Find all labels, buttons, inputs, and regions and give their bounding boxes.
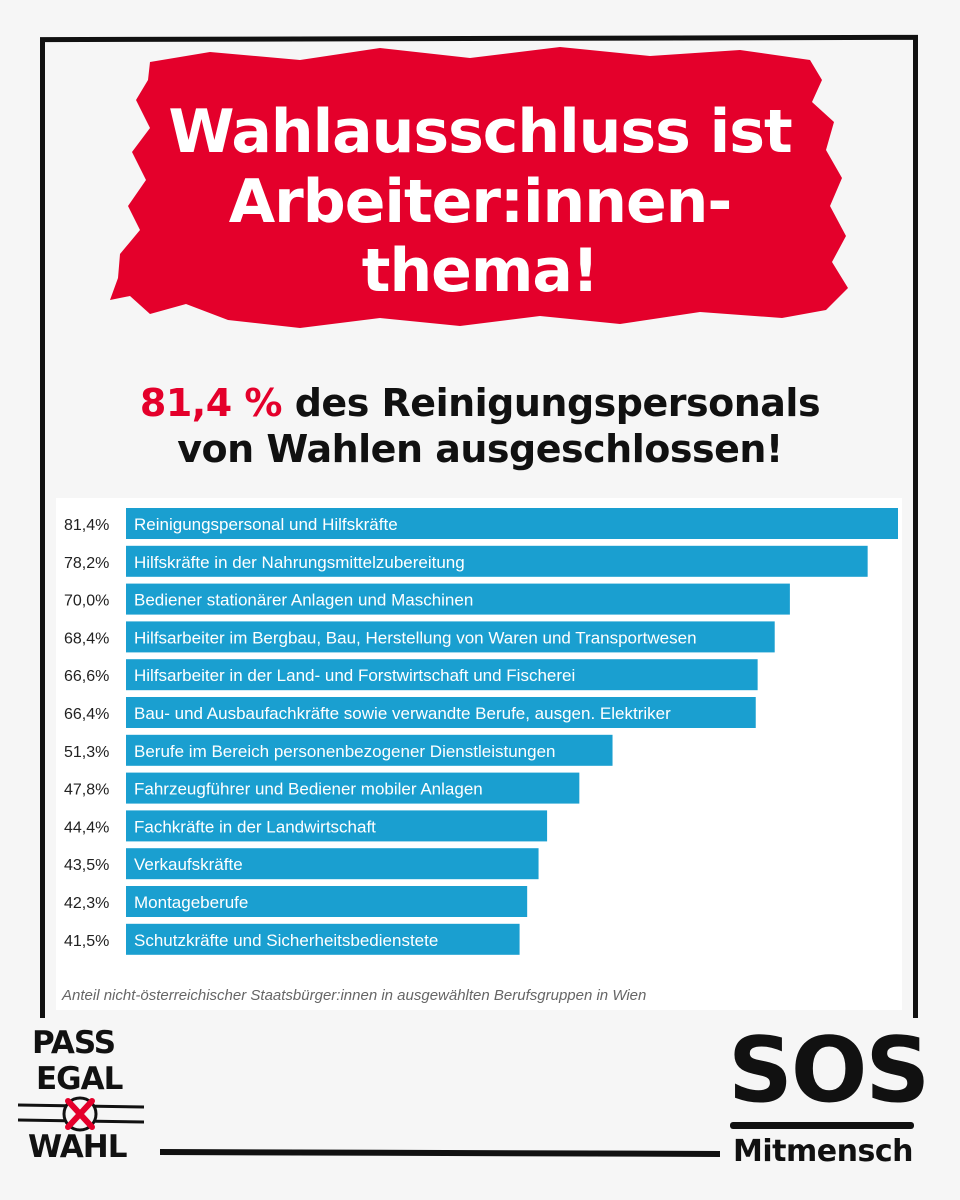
bar — [126, 659, 758, 691]
headline-line-2: Arbeiter:innen- — [228, 166, 733, 237]
frame-bottom — [159, 1149, 721, 1157]
bar — [126, 545, 868, 577]
bar — [126, 886, 528, 917]
bar — [126, 697, 756, 728]
bar-category-label: Bau- und Ausbaufachkräfte sowie verwandt… — [134, 704, 671, 723]
bar-value-label: 41,5% — [64, 933, 109, 950]
chart-caption: Anteil nicht-österreichischer Staatsbürg… — [62, 987, 647, 1004]
bar-value-label: 47,8% — [64, 782, 109, 799]
chart-panel: 81,4% Reinigungspersonal und Hilfskräfte 7… — [56, 498, 902, 1010]
bar — [126, 923, 520, 955]
subheadline: 81,4 % des Reinigungspersonals von Wahle… — [80, 380, 880, 473]
bar-value-label: 44,4% — [64, 819, 109, 836]
logo-word-pass: PASS — [32, 1025, 116, 1061]
sos-logo-bar — [730, 1122, 914, 1129]
ballot-cross-icon — [17, 1096, 145, 1132]
headline: Wahlausschluss ist Arbeiter:innen- thema… — [150, 97, 810, 307]
bar-category-label: Hilfsarbeiter in der Land- und Forstwirt… — [134, 666, 575, 685]
sos-mitmensch-logo: SOS Mitmensch — [728, 1018, 930, 1170]
bar-category-label: Verkaufskräfte — [134, 855, 243, 874]
bar-value-label: 43,5% — [64, 857, 109, 874]
bar — [126, 508, 898, 539]
bar-category-label: Hilfsarbeiter im Bergbau, Bau, Herstellu… — [134, 628, 697, 647]
logo-word-egal: EGAL — [36, 1061, 123, 1097]
subhead-line-2: von Wahlen ausgeschlossen! — [177, 427, 783, 472]
bar — [126, 734, 613, 766]
subhead-highlight: 81,4 % — [139, 381, 283, 425]
bar-category-label: Hilfskräfte in der Nahrungsmittelzuberei… — [134, 553, 465, 572]
frame-right — [913, 36, 918, 1018]
bar — [126, 621, 775, 653]
subhead-line-1: des Reinigungspersonals — [281, 381, 821, 425]
bar-value-label: 70,0% — [64, 593, 109, 610]
bar-chart: 81,4% Reinigungspersonal und Hilfskräfte 7… — [64, 508, 898, 955]
bar-category-label: Fahrzeugführer und Bediener mobiler Anla… — [134, 780, 483, 799]
bar-value-label: 81,4% — [64, 517, 109, 534]
red-brush-stroke — [110, 47, 848, 328]
sos-logo-subtext: Mitmensch — [733, 1134, 913, 1169]
logo-word-wahl: WAHL — [28, 1129, 127, 1165]
bar-value-label: 51,3% — [64, 744, 109, 761]
headline-line-1: Wahlausschluss ist — [168, 97, 792, 167]
bar-value-label: 42,3% — [64, 895, 109, 912]
headline-line-3: thema! — [361, 236, 599, 307]
bar-category-label: Schutzkräfte und Sicherheitsbedienstete — [134, 931, 438, 950]
bar-category-label: Berufe im Bereich personenbezogener Dien… — [134, 742, 555, 761]
bar — [126, 772, 580, 804]
bar — [126, 810, 548, 842]
bar — [126, 583, 790, 615]
bar-category-label: Montageberufe — [134, 893, 248, 912]
bar — [126, 848, 539, 880]
bar-value-label: 66,6% — [64, 668, 109, 685]
bar-value-label: 66,4% — [64, 706, 109, 723]
bar-category-label: Fachkräfte in der Landwirtschaft — [134, 817, 376, 836]
bar-value-label: 78,2% — [64, 555, 109, 572]
frame-left — [40, 38, 45, 1018]
pass-egal-wahl-logo: PASS EGAL WAHL — [16, 1025, 146, 1170]
sos-logo-text: SOS — [728, 1018, 930, 1123]
bar-category-label: Bediener stationärer Anlagen und Maschin… — [134, 591, 473, 610]
bar-category-label: Reinigungspersonal und Hilfskräfte — [134, 515, 398, 534]
bar-value-label: 68,4% — [64, 630, 109, 647]
